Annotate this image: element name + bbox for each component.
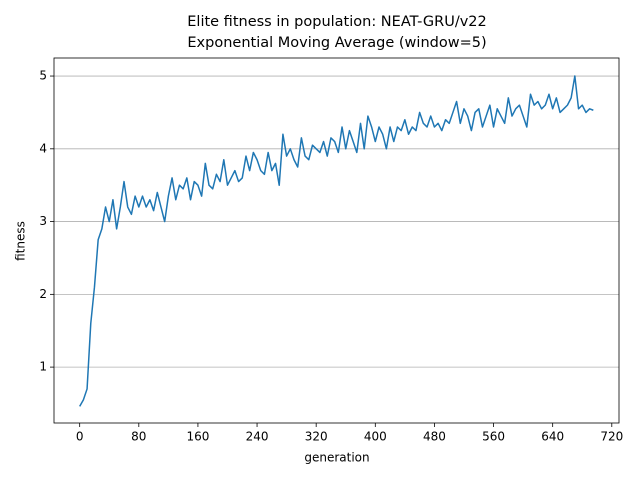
y-tick-label: 2	[39, 287, 47, 301]
plot-frame	[53, 57, 620, 424]
x-tick-label: 480	[423, 430, 446, 444]
x-tick-label: 560	[482, 430, 505, 444]
y-tick-label: 4	[39, 141, 47, 155]
line-series	[79, 75, 594, 407]
y-tick-label: 1	[39, 360, 47, 374]
x-tick-label: 320	[305, 430, 328, 444]
y-tick-label: 3	[39, 214, 47, 228]
x-tick-label: 400	[364, 430, 387, 444]
x-tick-label: 720	[600, 430, 623, 444]
y-axis-label: fitness	[14, 221, 28, 261]
x-tick-label: 240	[246, 430, 269, 444]
chart-title: Elite fitness in population: NEAT-GRU/v2…	[187, 14, 487, 30]
y-tick-label: 5	[39, 69, 47, 83]
x-axis-label: generation	[304, 451, 369, 465]
x-tick-label: 640	[541, 430, 564, 444]
x-tick-label: 80	[131, 430, 146, 444]
x-tick-label: 160	[186, 430, 209, 444]
chart-subtitle: Exponential Moving Average (window=5)	[187, 35, 486, 51]
x-tick-label: 0	[76, 430, 84, 444]
